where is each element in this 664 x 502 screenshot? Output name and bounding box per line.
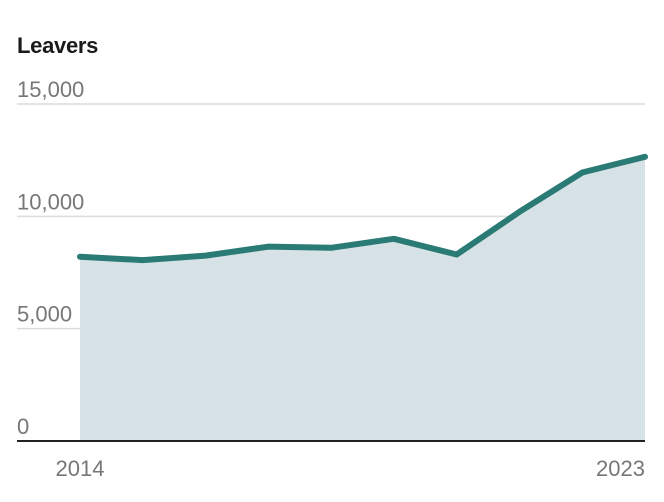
area-fill (80, 156, 645, 441)
data-point-2022 (582, 172, 583, 173)
data-point-2021 (519, 211, 520, 212)
y-tick-label-15000: 15,000 (17, 77, 84, 102)
data-point-2020 (456, 254, 457, 255)
tick-labels: 0 5,000 10,000 15,000 2014 2023 (17, 77, 645, 481)
y-tick-label-5000: 5,000 (17, 302, 72, 327)
data-point-2023 (645, 156, 646, 157)
area-layer (77, 153, 648, 441)
y-tick-label-10000: 10,000 (17, 189, 84, 214)
series-line (77, 153, 648, 264)
axis-layer (17, 156, 646, 442)
data-point-2018 (331, 247, 332, 248)
x-tick-label-2023: 2023 (596, 456, 645, 481)
data-point-2017 (268, 246, 269, 247)
y-tick-label-0: 0 (17, 414, 29, 439)
x-tick-label-2014: 2014 (56, 456, 105, 481)
data-point-2016 (205, 255, 206, 256)
data-point-2019 (393, 238, 394, 239)
chart-title: Leavers (17, 33, 99, 58)
data-point-2015 (142, 260, 143, 261)
data-point-2014 (80, 256, 81, 257)
